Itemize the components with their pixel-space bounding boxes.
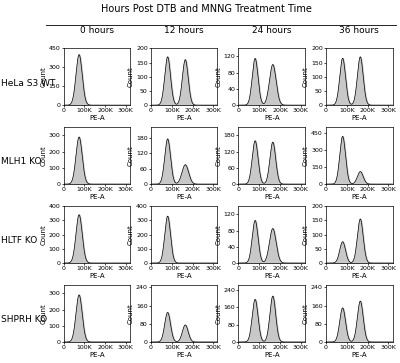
X-axis label: PE-A: PE-A (176, 115, 192, 121)
Y-axis label: Count: Count (40, 303, 46, 324)
Y-axis label: Count: Count (216, 66, 222, 87)
X-axis label: PE-A: PE-A (352, 115, 367, 121)
Text: 24 hours: 24 hours (252, 26, 292, 35)
X-axis label: PE-A: PE-A (176, 273, 192, 279)
Y-axis label: Count: Count (128, 224, 134, 245)
Y-axis label: Count: Count (216, 145, 222, 166)
Y-axis label: Count: Count (303, 66, 309, 87)
Y-axis label: Count: Count (303, 145, 309, 166)
Text: SHPRH KO: SHPRH KO (1, 315, 47, 325)
Text: 12 hours: 12 hours (164, 26, 204, 35)
X-axis label: PE-A: PE-A (352, 352, 367, 358)
X-axis label: PE-A: PE-A (89, 273, 104, 279)
Text: HLTF KO: HLTF KO (1, 236, 37, 245)
Y-axis label: Count: Count (216, 224, 222, 245)
Y-axis label: Count: Count (303, 224, 309, 245)
Text: 0 hours: 0 hours (80, 26, 114, 35)
X-axis label: PE-A: PE-A (176, 352, 192, 358)
Y-axis label: Count: Count (215, 303, 221, 324)
X-axis label: PE-A: PE-A (264, 194, 280, 200)
Y-axis label: Count: Count (40, 224, 46, 245)
Y-axis label: Count: Count (128, 66, 134, 87)
Y-axis label: Count: Count (128, 145, 134, 166)
Text: HeLa S3 WT: HeLa S3 WT (1, 78, 55, 87)
X-axis label: PE-A: PE-A (264, 115, 280, 121)
X-axis label: PE-A: PE-A (264, 273, 280, 279)
Y-axis label: Count: Count (40, 66, 46, 87)
X-axis label: PE-A: PE-A (89, 352, 104, 358)
Text: MLH1 KO: MLH1 KO (1, 158, 41, 167)
X-axis label: PE-A: PE-A (264, 352, 280, 358)
Y-axis label: Count: Count (303, 303, 309, 324)
Y-axis label: Count: Count (128, 303, 134, 324)
X-axis label: PE-A: PE-A (176, 194, 192, 200)
X-axis label: PE-A: PE-A (89, 194, 104, 200)
X-axis label: PE-A: PE-A (352, 194, 367, 200)
Text: 36 hours: 36 hours (339, 26, 379, 35)
Y-axis label: Count: Count (40, 145, 46, 166)
X-axis label: PE-A: PE-A (352, 273, 367, 279)
Text: Hours Post DTB and MNNG Treatment Time: Hours Post DTB and MNNG Treatment Time (102, 4, 312, 14)
X-axis label: PE-A: PE-A (89, 115, 104, 121)
